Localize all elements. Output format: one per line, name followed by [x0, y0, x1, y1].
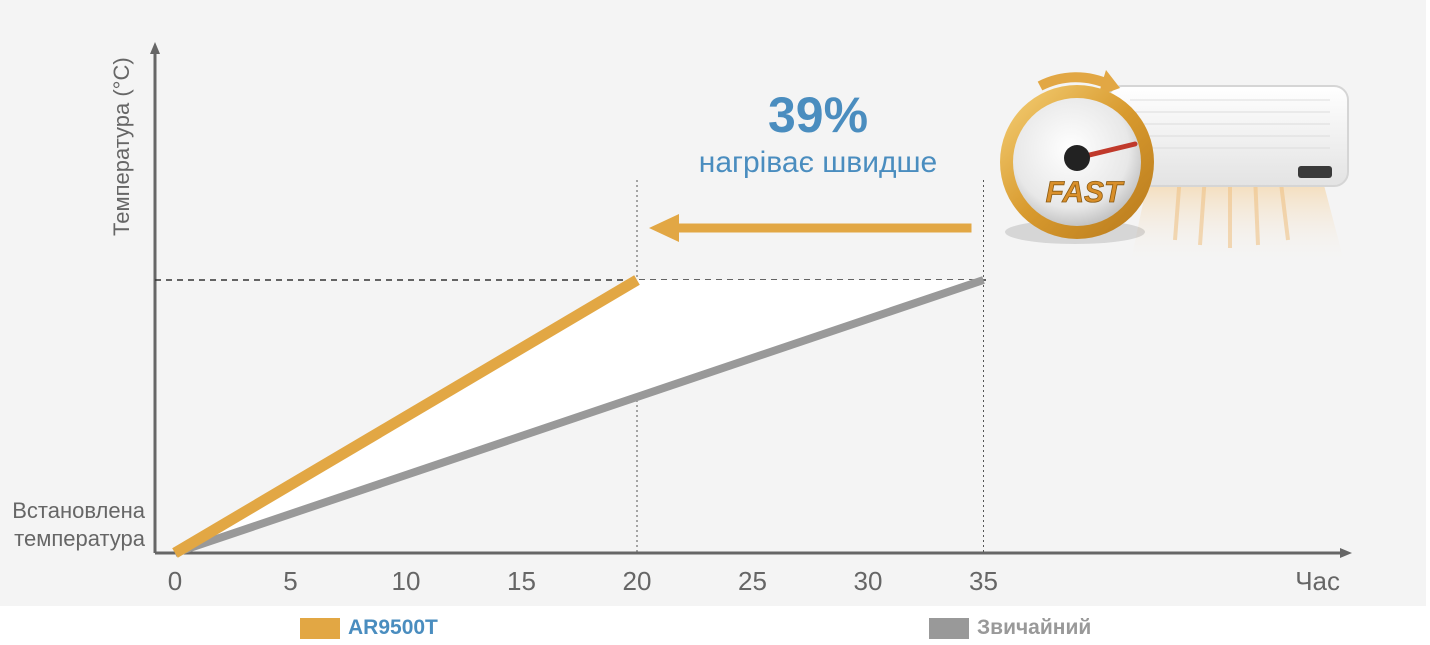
series-lines — [172, 275, 985, 558]
x-tick-label: 35 — [969, 566, 998, 596]
x-tick-label: 15 — [507, 566, 536, 596]
legend-swatch-ar9500t — [300, 617, 340, 639]
air-conditioner-icon — [1107, 85, 1349, 265]
series-line-1 — [173, 276, 985, 557]
axes — [150, 42, 1352, 558]
x-tick-label: 20 — [623, 566, 652, 596]
x-tick-labels: 0 5 10 15 20 25 30 35 — [168, 566, 998, 596]
legend-item-conventional: Звичайний — [929, 616, 1091, 640]
legend-swatch-conventional — [929, 617, 969, 639]
x-axis-arrow — [1340, 548, 1352, 558]
x-tick-label: 25 — [738, 566, 767, 596]
x-axis-label: Час — [1295, 566, 1340, 596]
speedometer-icon: FAST — [1000, 70, 1154, 244]
line-chart: 0 5 10 15 20 25 30 35 Температура (°C) Час Вста… — [12, 42, 1352, 596]
annotation-percent: 39% — [768, 87, 868, 143]
x-tick-label: 5 — [283, 566, 297, 596]
x-tick-label: 30 — [854, 566, 883, 596]
x-tick-label: 10 — [392, 566, 421, 596]
baseline-label-line1: Встановлена — [12, 498, 146, 523]
legend-label-conventional: Звичайний — [977, 616, 1092, 639]
y-axis-arrow — [150, 42, 160, 54]
baseline-label-line2: температура — [14, 526, 146, 551]
speed-arrow-head — [649, 214, 679, 242]
fast-illustration: FAST — [1000, 70, 1349, 265]
speed-arrow — [649, 214, 972, 242]
x-tick-label: 0 — [168, 566, 182, 596]
annotation-text: нагріває швидше — [699, 146, 938, 179]
y-axis-label: Температура (°C) — [109, 57, 134, 236]
legend-label-ar9500t: AR9500T — [348, 616, 438, 639]
legend-item-ar9500t: AR9500T — [300, 616, 438, 640]
badge-text: FAST — [1046, 176, 1125, 209]
series-line-0 — [172, 275, 640, 558]
